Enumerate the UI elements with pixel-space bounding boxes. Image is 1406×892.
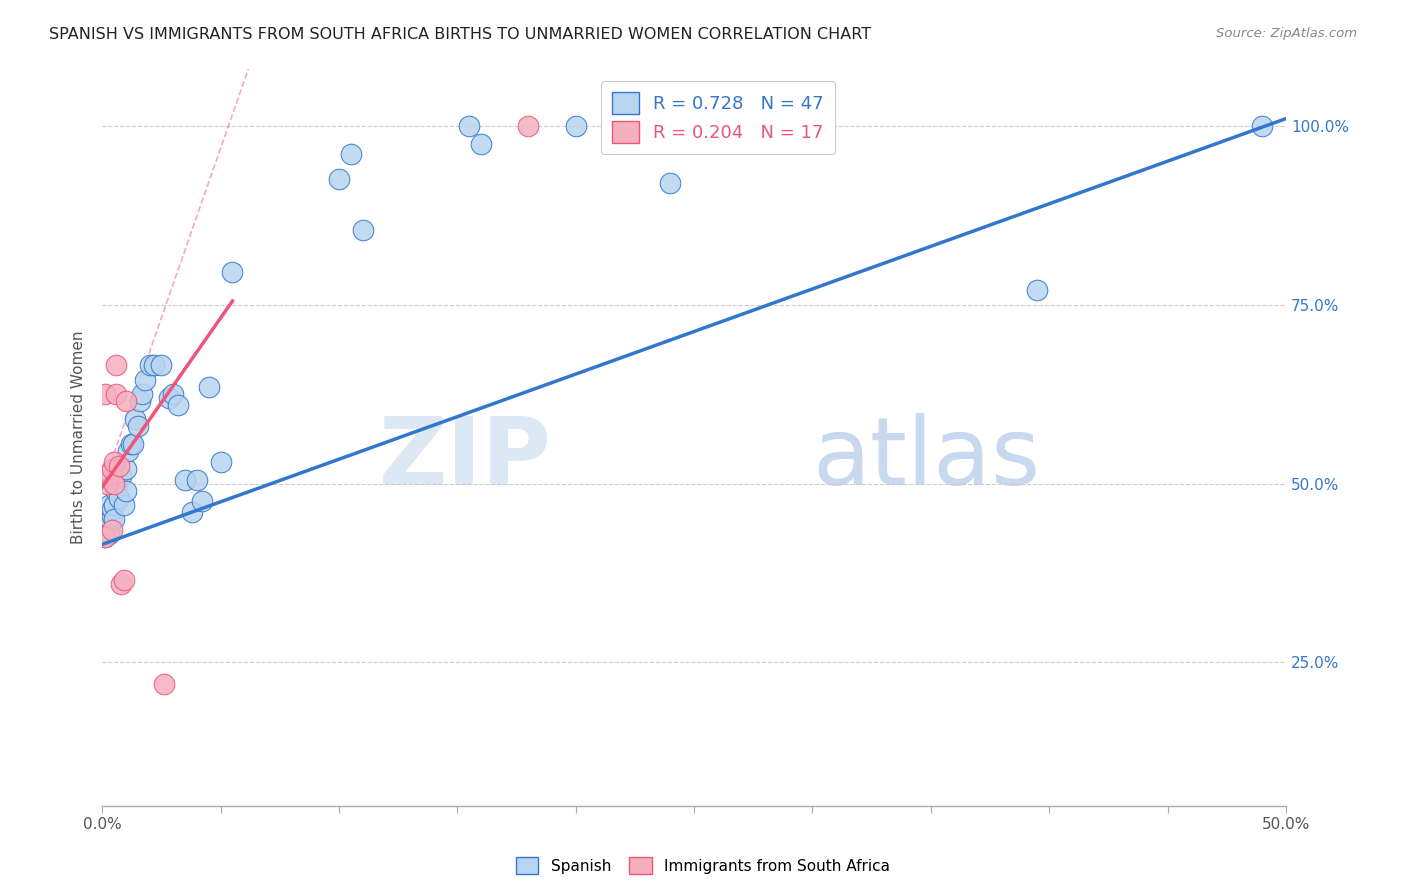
- Point: [221, 265, 243, 279]
- Point: [105, 483, 128, 498]
- Point: [93, 523, 115, 537]
- Point: [150, 359, 173, 373]
- Point: [197, 380, 219, 394]
- Point: [564, 119, 586, 133]
- Point: [93, 530, 115, 544]
- Point: [157, 391, 180, 405]
- Text: atlas: atlas: [813, 413, 1040, 505]
- Point: [103, 455, 125, 469]
- Point: [131, 387, 153, 401]
- Point: [152, 677, 174, 691]
- Point: [100, 501, 122, 516]
- Point: [134, 373, 156, 387]
- Point: [167, 398, 190, 412]
- Point: [107, 458, 129, 473]
- Point: [105, 359, 128, 373]
- Legend: Spanish, Immigrants from South Africa: Spanish, Immigrants from South Africa: [509, 851, 897, 880]
- Point: [328, 172, 350, 186]
- Point: [1251, 119, 1274, 133]
- Point: [100, 462, 122, 476]
- Point: [190, 494, 212, 508]
- Point: [98, 469, 121, 483]
- Point: [115, 483, 138, 498]
- Point: [181, 505, 204, 519]
- Point: [186, 473, 208, 487]
- Point: [112, 498, 135, 512]
- Point: [138, 359, 160, 373]
- Point: [352, 222, 374, 236]
- Point: [93, 530, 115, 544]
- Point: [517, 119, 540, 133]
- Point: [107, 491, 129, 505]
- Point: [93, 387, 115, 401]
- Point: [110, 576, 132, 591]
- Point: [124, 412, 146, 426]
- Point: [115, 462, 138, 476]
- Y-axis label: Births to Unmarried Women: Births to Unmarried Women: [72, 330, 86, 544]
- Point: [96, 476, 118, 491]
- Point: [122, 437, 145, 451]
- Point: [162, 387, 184, 401]
- Point: [174, 473, 197, 487]
- Point: [209, 455, 232, 469]
- Point: [98, 466, 121, 480]
- Point: [659, 176, 682, 190]
- Point: [105, 387, 128, 401]
- Point: [458, 119, 481, 133]
- Point: [470, 136, 492, 151]
- Point: [110, 469, 132, 483]
- Point: [117, 444, 139, 458]
- Legend: R = 0.728   N = 47, R = 0.204   N = 17: R = 0.728 N = 47, R = 0.204 N = 17: [600, 81, 835, 154]
- Point: [340, 147, 363, 161]
- Point: [129, 394, 152, 409]
- Point: [103, 512, 125, 526]
- Point: [96, 526, 118, 541]
- Point: [127, 419, 149, 434]
- Point: [98, 498, 121, 512]
- Point: [100, 508, 122, 523]
- Text: ZIP: ZIP: [380, 413, 553, 505]
- Point: [100, 523, 122, 537]
- Point: [98, 526, 121, 541]
- Point: [96, 508, 118, 523]
- Point: [1026, 284, 1049, 298]
- Point: [112, 573, 135, 587]
- Point: [103, 498, 125, 512]
- Point: [103, 476, 125, 491]
- Point: [105, 476, 128, 491]
- Text: Source: ZipAtlas.com: Source: ZipAtlas.com: [1216, 27, 1357, 40]
- Point: [143, 359, 166, 373]
- Text: SPANISH VS IMMIGRANTS FROM SOUTH AFRICA BIRTHS TO UNMARRIED WOMEN CORRELATION CH: SPANISH VS IMMIGRANTS FROM SOUTH AFRICA …: [49, 27, 872, 42]
- Point: [115, 394, 138, 409]
- Point: [120, 437, 142, 451]
